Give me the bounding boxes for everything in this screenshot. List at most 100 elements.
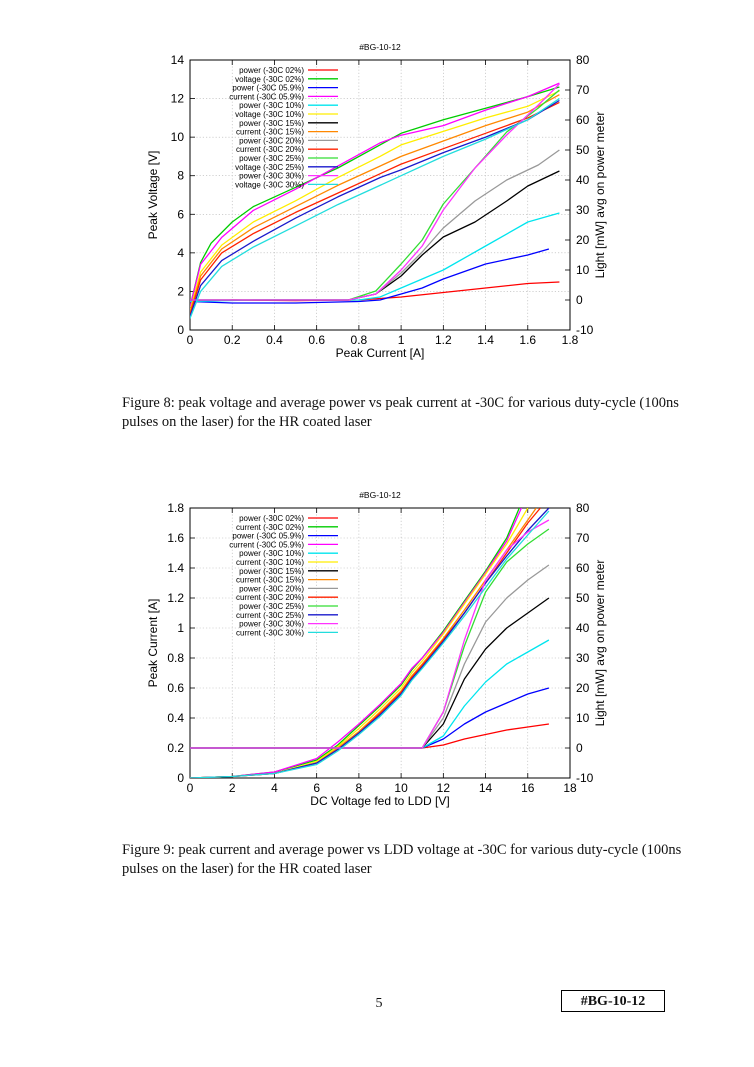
y-tick-label: 12 [171,92,185,106]
plot-frame [189,507,571,779]
chart-svg-0: #BG-10-12 0 0.2 0.4 0.6 0.8 1 1.2 1.4 1.6 1.8 0 2 4 6 8… [146,42,607,360]
x-tick-label: 0.4 [266,333,283,347]
y2-tick-label: 70 [576,83,590,97]
y-tick-label: 1 [177,621,184,635]
legend-label-1: current (-30C 02%) [236,523,304,532]
legend-label-3: current (-30C 05.9%) [229,92,304,101]
series-line-13 [190,98,560,319]
series-line-5 [190,90,560,311]
y2-axis-label: Light [mW] avg on power meter [593,112,607,279]
y2-tick-label: 30 [576,203,590,217]
y-tick-label: 1.6 [167,531,184,545]
y-tick-label: 2 [177,284,184,298]
x-tick-label: 0 [187,781,194,795]
x-tick-label: 12 [437,781,451,795]
document-id-badge: #BG-10-12 [561,990,665,1012]
y-tick-label: 0 [177,771,184,785]
series-line-3 [190,82,560,308]
series-group [190,82,560,319]
y2-tick-label: 20 [576,233,590,247]
x-tick-label: 14 [479,781,493,795]
series-line-11 [190,508,550,778]
y-axis-label: Peak Current [A] [146,599,160,688]
figure-9-caption: Figure 9: peak current and average power… [122,842,682,877]
series-line-9 [190,101,560,315]
legend-label-0: power (-30C 02%) [239,66,304,75]
series-line-12 [190,519,550,749]
x-tick-label: 0 [187,333,194,347]
y2-tick-label: 0 [576,741,583,755]
x-tick-label: 1.8 [562,333,579,347]
y-tick-label: 1.4 [167,561,184,575]
x-axis-label: DC Voltage fed to LDD [V] [310,794,449,808]
y2-tick-label: 60 [576,561,590,575]
figure-9-chart: #BG-10-12 0 2 4 6 8 10 12 14 16 18 0 0.2 0.4 0.6 0.8 1 1.… [0,486,754,816]
y-tick-label: 10 [171,130,185,144]
x-tick-label: 10 [394,781,408,795]
y-tick-label: 0.4 [167,711,184,725]
legend-label-13: current (-30C 30%) [236,628,304,637]
legend-label-6: power (-30C 15%) [239,119,304,128]
chart-svg-1: #BG-10-12 0 2 4 6 8 10 12 14 16 18 0 0.2 0.4 0.6 0.8 1 1.… [146,490,607,808]
plot-frame [189,59,571,331]
x-tick-label: 1.2 [435,333,452,347]
legend-label-4: power (-30C 10%) [239,549,304,558]
y-tick-label: 1.2 [167,591,184,605]
legend-label-8: power (-30C 20%) [239,136,304,145]
y2-axis-label: Light [mW] avg on power meter [593,560,607,727]
legend-label-5: voltage (-30C 10%) [235,110,304,119]
y-tick-label: 8 [177,169,184,183]
y2-tick-label: 70 [576,531,590,545]
series-line-2 [190,248,550,304]
y-tick-label: 0.6 [167,681,184,695]
y2-tick-label: 30 [576,651,590,665]
x-tick-label: 4 [271,781,278,795]
x-tick-label: 1 [398,333,405,347]
series-line-1 [190,86,560,308]
y-tick-label: 1.8 [167,501,184,515]
legend-label-10: power (-30C 25%) [239,602,304,611]
page-number: 5 [375,996,383,1011]
y-tick-label: 14 [171,53,185,67]
series-line-7 [190,94,560,313]
legend-label-4: power (-30C 10%) [239,101,304,110]
y2-tick-label: 60 [576,113,590,127]
x-tick-label: 8 [356,781,363,795]
y2-tick-label: 80 [576,501,590,515]
figure-8-chart: #BG-10-12 0 0.2 0.4 0.6 0.8 1 1.2 1.4 1.6 1.8 0 2 4 6 8… [0,38,754,368]
legend-label-12: power (-30C 30%) [239,172,304,181]
y2-tick-label: 50 [576,143,590,157]
legend-label-13: voltage (-30C 30%) [235,180,304,189]
legend-label-11: voltage (-30C 25%) [235,163,304,172]
legend-label-7: current (-30C 15%) [236,128,304,137]
y2-tick-label: -10 [576,323,594,337]
figure-8-caption: Figure 8: peak voltage and average power… [122,395,679,430]
legend-label-2: power (-30C 05.9%) [232,532,304,541]
x-tick-label: 1.4 [477,333,494,347]
y2-tick-label: 40 [576,621,590,635]
legend-label-8: power (-30C 20%) [239,584,304,593]
y2-tick-label: 20 [576,681,590,695]
series-line-3 [190,508,522,778]
x-tick-label: 0.8 [351,333,368,347]
legend-label-1: voltage (-30C 02%) [235,75,304,84]
series-group [190,508,550,778]
legend-label-6: power (-30C 15%) [239,567,304,576]
y-tick-label: 6 [177,207,184,221]
y2-tick-label: 80 [576,53,590,67]
series-line-13 [190,510,550,778]
series-line-4 [190,639,550,749]
legend-label-9: current (-30C 20%) [236,593,304,602]
legend-label-10: power (-30C 25%) [239,154,304,163]
legend-label-5: current (-30C 10%) [236,558,304,567]
y2-tick-label: 10 [576,263,590,277]
x-tick-label: 0.6 [308,333,325,347]
y-tick-label: 0.8 [167,651,184,665]
y2-tick-label: 10 [576,711,590,725]
x-tick-label: 6 [313,781,320,795]
y2-tick-label: 0 [576,293,583,307]
y2-tick-label: 40 [576,173,590,187]
chart-title: #BG-10-12 [359,42,401,52]
legend-label-3: current (-30C 05.9%) [229,540,304,549]
x-tick-label: 2 [229,781,236,795]
